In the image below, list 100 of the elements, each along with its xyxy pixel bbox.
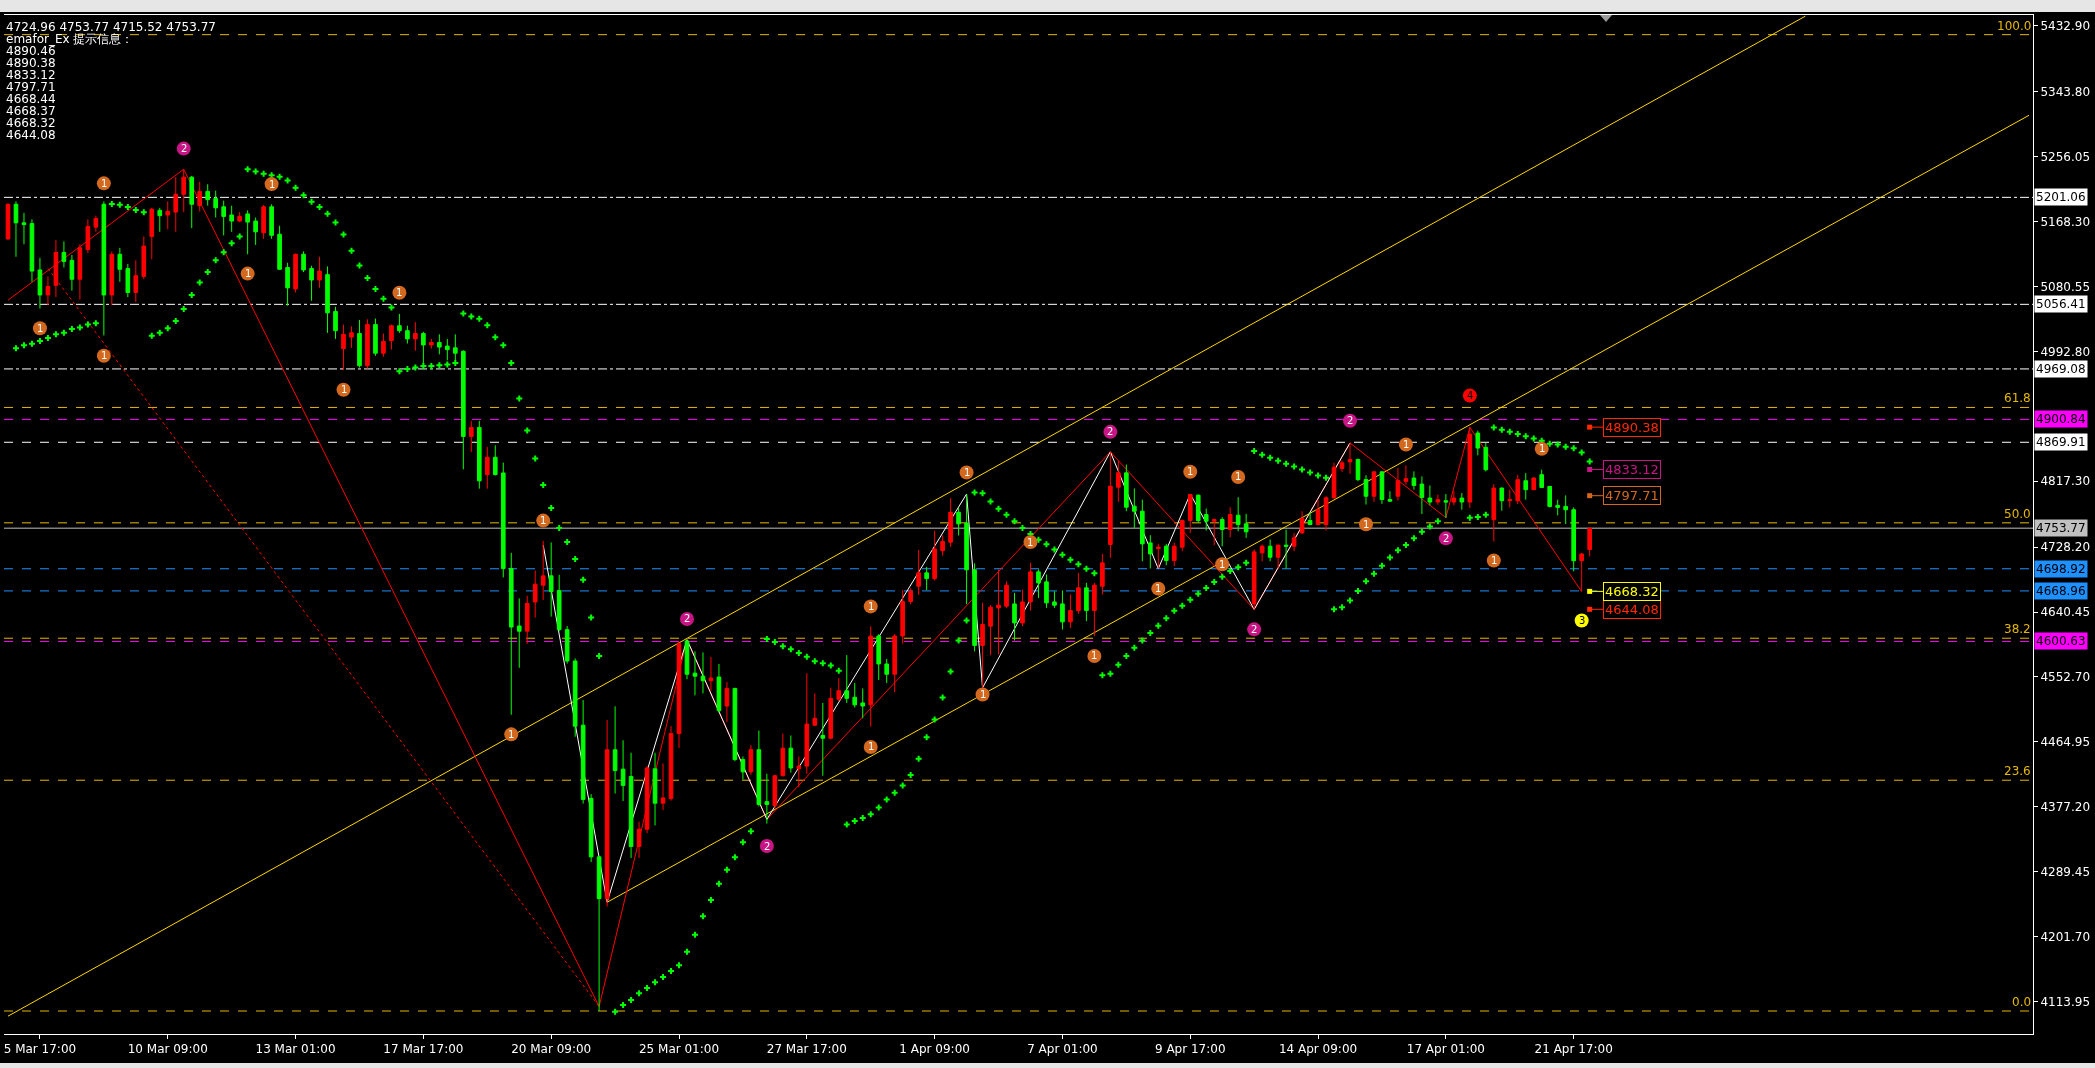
candlestick bbox=[1052, 590, 1057, 609]
y-tick-label: 4992.80 bbox=[2040, 344, 2091, 359]
candlestick bbox=[860, 687, 866, 719]
candlestick bbox=[1092, 582, 1097, 637]
candlestick bbox=[357, 319, 362, 369]
candlestick bbox=[1084, 582, 1089, 622]
candlestick bbox=[476, 420, 482, 490]
candlestick bbox=[437, 333, 442, 355]
y-tick-label: 5256.05 bbox=[2040, 149, 2091, 164]
candlestick bbox=[788, 734, 794, 774]
candlestick bbox=[93, 215, 99, 233]
annotation: 4668.37 bbox=[6, 104, 56, 118]
candlestick bbox=[13, 200, 19, 258]
annotation: 1 bbox=[1091, 650, 1098, 661]
candlestick bbox=[397, 313, 402, 334]
candlestick bbox=[812, 692, 818, 727]
candlestick bbox=[956, 507, 961, 536]
candlestick bbox=[205, 183, 211, 207]
candlestick bbox=[668, 725, 674, 802]
candlestick bbox=[876, 633, 882, 681]
candlestick bbox=[492, 444, 498, 477]
candlestick bbox=[1076, 572, 1081, 615]
candlestick bbox=[1307, 511, 1313, 526]
candlestick bbox=[724, 681, 730, 723]
candlestick bbox=[317, 256, 322, 289]
candlestick bbox=[628, 752, 634, 859]
candlestick bbox=[373, 318, 378, 357]
candlestick bbox=[1315, 499, 1321, 526]
y-tick-label: 5343.80 bbox=[2040, 84, 2091, 99]
candlestick bbox=[1515, 474, 1521, 505]
annotation: 2 bbox=[1347, 415, 1354, 426]
candlestick bbox=[884, 658, 890, 684]
candlestick bbox=[1044, 574, 1049, 609]
candlestick bbox=[676, 641, 682, 749]
annotation: 0.0 bbox=[2012, 995, 2032, 1009]
candlestick bbox=[1179, 519, 1185, 552]
candlestick bbox=[1227, 506, 1233, 538]
candlestick bbox=[1491, 483, 1497, 542]
candlestick bbox=[1211, 518, 1217, 546]
annotation: 1 bbox=[1155, 583, 1162, 594]
candlestick bbox=[708, 656, 714, 692]
candlestick bbox=[1435, 494, 1441, 506]
candlestick bbox=[333, 306, 338, 340]
candlestick bbox=[900, 589, 905, 645]
annotation: 23.6 bbox=[2004, 764, 2031, 778]
annotation: 1 bbox=[964, 467, 971, 478]
annotation: 4 bbox=[1467, 390, 1474, 401]
candlestick bbox=[948, 497, 953, 548]
annotation: 4668.32 bbox=[6, 116, 56, 130]
annotation: 4890.46 bbox=[6, 44, 56, 58]
annotation: 50.0 bbox=[2004, 507, 2031, 521]
candlestick bbox=[1020, 589, 1025, 627]
candlestick bbox=[445, 338, 450, 361]
annotation: 1 bbox=[269, 179, 276, 190]
candlestick bbox=[796, 756, 802, 788]
y-tick-label: 4377.20 bbox=[2040, 799, 2091, 814]
candlestick bbox=[868, 625, 874, 728]
candlestick bbox=[1371, 470, 1377, 503]
candlestick bbox=[508, 552, 514, 716]
annotation: 1 bbox=[101, 178, 108, 189]
candlestick bbox=[1323, 495, 1329, 532]
candlestick bbox=[596, 855, 602, 1012]
candlestick bbox=[125, 263, 131, 298]
y-tick-label: 5080.55 bbox=[2040, 279, 2091, 294]
annotation: 4833.12 bbox=[6, 68, 56, 82]
candlestick bbox=[540, 540, 546, 601]
candlestick bbox=[804, 672, 810, 775]
candlestick bbox=[77, 243, 83, 301]
candlestick bbox=[149, 207, 155, 260]
candlestick bbox=[381, 333, 386, 358]
candlestick bbox=[500, 462, 506, 578]
candlestick bbox=[301, 250, 306, 273]
candlestick bbox=[1147, 534, 1153, 570]
candlestick bbox=[1339, 460, 1345, 473]
candlestick bbox=[996, 569, 1001, 656]
candlestick bbox=[484, 446, 490, 490]
candlestick bbox=[780, 733, 786, 777]
candlestick bbox=[1475, 430, 1481, 456]
y-tick-label: 5168.30 bbox=[2040, 214, 2091, 229]
x-tick-label: 17 Mar 17:00 bbox=[383, 1042, 464, 1057]
annotation: 1 bbox=[1363, 519, 1370, 530]
candlestick bbox=[932, 530, 937, 581]
point bbox=[1587, 466, 1593, 472]
annotation: 100.0 bbox=[1997, 19, 2032, 33]
candlestick bbox=[820, 702, 826, 777]
candlestick bbox=[1108, 451, 1113, 559]
candlestick bbox=[101, 200, 107, 336]
y-tick-label: 4289.45 bbox=[2040, 864, 2091, 879]
annotation: 1 bbox=[868, 601, 875, 612]
point bbox=[1587, 493, 1593, 499]
candlestick bbox=[1275, 544, 1281, 570]
data-label: 4797.71 bbox=[1605, 488, 1659, 503]
candlestick bbox=[1379, 470, 1385, 505]
candlestick bbox=[157, 207, 163, 233]
candlestick bbox=[1243, 513, 1249, 539]
candlestick bbox=[1499, 486, 1505, 512]
x-tick-label: 13 Mar 01:00 bbox=[255, 1042, 336, 1057]
annotation: 1 bbox=[540, 515, 547, 526]
candlestick bbox=[972, 562, 977, 652]
candlestick bbox=[1235, 496, 1241, 532]
